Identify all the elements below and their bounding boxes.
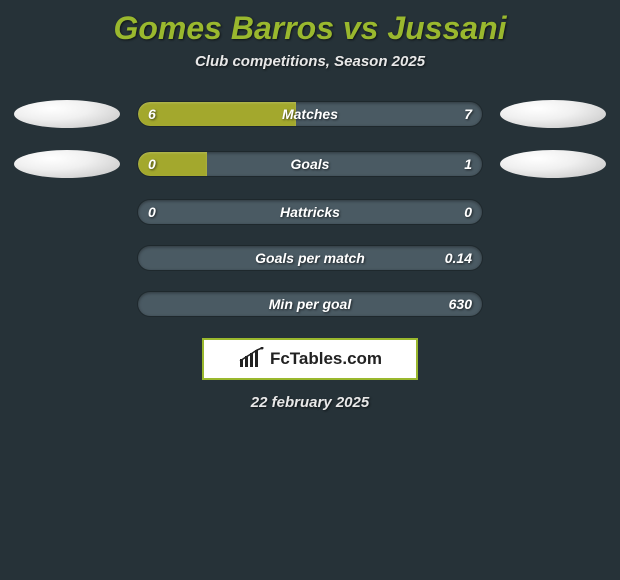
stat-value-left: 0: [148, 156, 156, 172]
stat-value-right: 0: [464, 204, 472, 220]
stat-bar: 0 Hattricks 0: [138, 200, 482, 224]
comparison-infographic: Gomes Barros vs Jussani Club competition…: [0, 0, 620, 411]
page-subtitle: Club competitions, Season 2025: [10, 53, 610, 70]
stat-label: Hattricks: [280, 204, 340, 220]
page-title: Gomes Barros vs Jussani: [10, 10, 610, 47]
date-text: 22 february 2025: [10, 394, 610, 411]
stat-row: Goals per match 0.14: [10, 246, 610, 270]
stat-value-left: 0: [148, 204, 156, 220]
stat-row: 0 Goals 1: [10, 150, 610, 178]
stat-bar: Goals per match 0.14: [138, 246, 482, 270]
logo-box: FcTables.com: [202, 338, 418, 380]
player-right-orb: [500, 150, 606, 178]
stat-bar-fill: [138, 102, 296, 126]
stat-value-right: 1: [464, 156, 472, 172]
player-left-orb: [14, 100, 120, 128]
logo-text: FcTables.com: [270, 349, 382, 369]
stat-label: Goals: [291, 156, 330, 172]
stat-bar: Min per goal 630: [138, 292, 482, 316]
stat-value-right: 0.14: [445, 250, 472, 266]
stat-label: Min per goal: [269, 296, 351, 312]
player-left-orb: [14, 150, 120, 178]
stat-value-left: 6: [148, 106, 156, 122]
stat-label: Matches: [282, 106, 338, 122]
stat-value-right: 7: [464, 106, 472, 122]
stat-row: 6 Matches 7: [10, 100, 610, 128]
stat-label: Goals per match: [255, 250, 365, 266]
stat-bar: 6 Matches 7: [138, 102, 482, 126]
stat-row: 0 Hattricks 0: [10, 200, 610, 224]
player-right-orb: [500, 100, 606, 128]
stat-value-right: 630: [449, 296, 472, 312]
stat-rows: 6 Matches 7 0 Goals 1 0 Hattricks 0 Goals per mat…: [10, 100, 610, 316]
chart-icon: [238, 347, 266, 372]
stat-bar: 0 Goals 1: [138, 152, 482, 176]
stat-row: Min per goal 630: [10, 292, 610, 316]
